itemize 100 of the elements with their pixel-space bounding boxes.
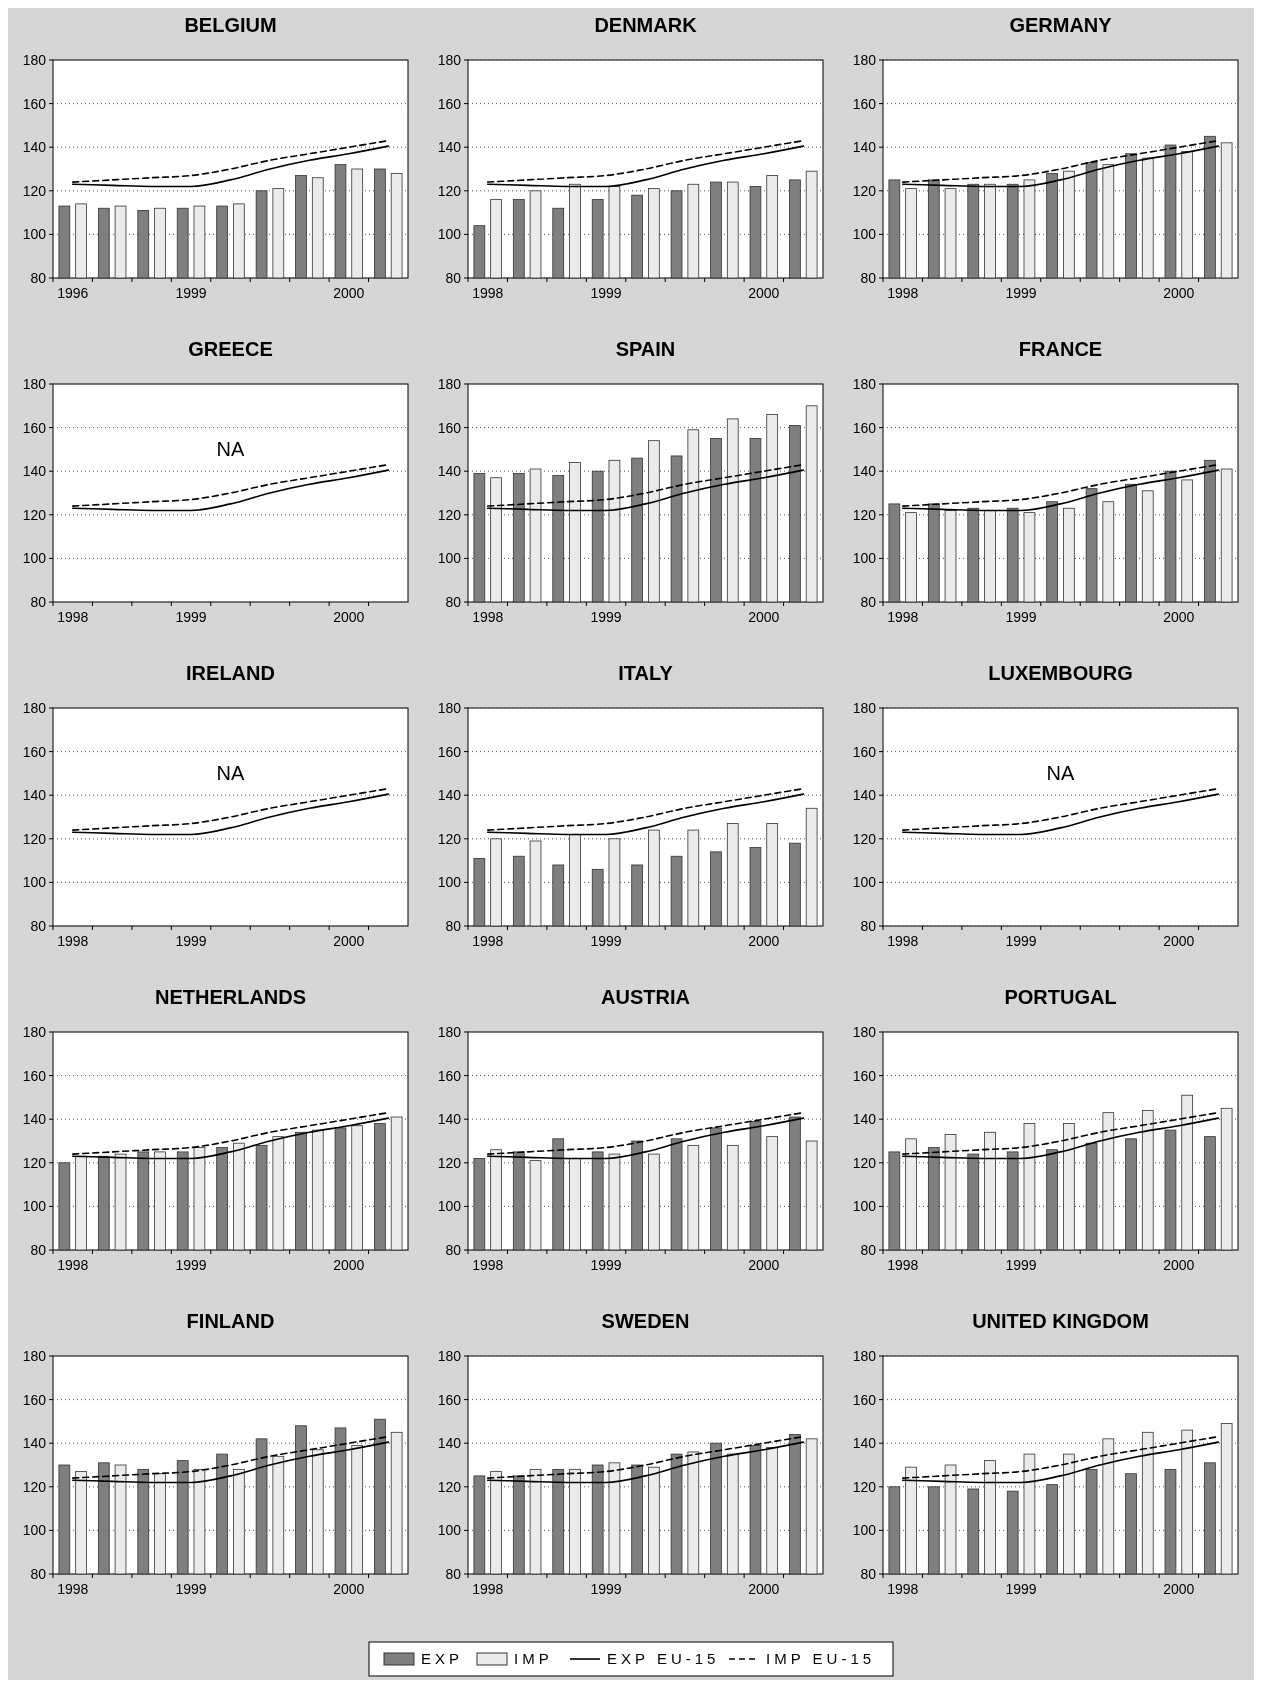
y-tick-label: 140	[22, 139, 47, 156]
y-tick-label: 180	[437, 375, 462, 392]
y-tick-label: 140	[852, 1435, 877, 1452]
y-tick-label: 160	[22, 743, 47, 760]
y-tick-label: 160	[437, 95, 462, 112]
x-tick-label: 1999	[590, 933, 622, 949]
chart-title: IRELAND	[186, 662, 275, 684]
annotation: NA	[216, 438, 246, 460]
chart-title: SWEDEN	[601, 1310, 690, 1332]
x-tick-label: 1999	[175, 1257, 207, 1273]
y-tick-label: 120	[437, 1478, 462, 1495]
y-tick-label: 120	[852, 1478, 877, 1495]
chart-title: DENMARK	[594, 14, 698, 36]
y-tick-label: 160	[852, 1391, 877, 1408]
y-tick-label: 120	[852, 182, 877, 199]
y-tick-label: 120	[22, 506, 47, 523]
y-tick-label: 120	[437, 830, 462, 847]
y-tick-label: 80	[445, 593, 462, 610]
y-tick-label: 80	[30, 1565, 47, 1582]
annotation: NA	[216, 762, 246, 784]
x-tick-label: 1999	[590, 609, 622, 625]
x-tick-label: 1998	[472, 285, 504, 301]
y-tick-label: 80	[860, 917, 877, 934]
y-tick-label: 160	[852, 743, 877, 760]
x-tick-label: 1999	[175, 285, 207, 301]
y-tick-label: 120	[852, 1154, 877, 1171]
x-tick-label: 1999	[175, 1581, 207, 1597]
y-tick-label: 120	[437, 506, 462, 523]
y-tick-label: 80	[30, 269, 47, 286]
x-tick-label: 2000	[333, 1581, 365, 1597]
chart-title: ITALY	[618, 662, 674, 684]
y-tick-label: 140	[852, 787, 877, 804]
y-tick-label: 120	[437, 182, 462, 199]
y-tick-label: 160	[22, 95, 47, 112]
chart-title: SPAIN	[615, 338, 676, 360]
y-tick-label: 120	[22, 830, 47, 847]
x-tick-label: 2000	[333, 285, 365, 301]
chart-title: PORTUGAL	[1004, 986, 1117, 1008]
y-tick-label: 120	[22, 1154, 47, 1171]
x-tick-label: 2000	[333, 933, 365, 949]
y-tick-label: 180	[22, 51, 47, 68]
x-tick-label: 1999	[175, 609, 207, 625]
y-tick-label: 160	[437, 743, 462, 760]
chart-title: BELGIUM	[184, 14, 277, 36]
x-tick-label: 1999	[1005, 609, 1037, 625]
x-tick-label: 1999	[1005, 285, 1037, 301]
y-tick-label: 160	[22, 419, 47, 436]
y-tick-label: 100	[437, 874, 462, 891]
y-tick-label: 160	[437, 1067, 462, 1084]
y-tick-label: 160	[852, 1067, 877, 1084]
x-tick-label: 2000	[748, 1581, 780, 1597]
y-tick-label: 180	[22, 1023, 47, 1040]
y-tick-label: 80	[445, 269, 462, 286]
x-tick-label: 2000	[1163, 933, 1195, 949]
y-tick-label: 100	[22, 226, 47, 243]
y-tick-label: 140	[852, 463, 877, 480]
x-tick-label: 1999	[1005, 933, 1037, 949]
x-tick-label: 1999	[590, 1581, 622, 1597]
x-tick-label: 2000	[333, 609, 365, 625]
chart-title: FINLAND	[186, 1310, 275, 1332]
y-tick-label: 160	[852, 419, 877, 436]
y-tick-label: 100	[852, 226, 877, 243]
x-tick-label: 1998	[472, 1257, 504, 1273]
y-tick-label: 100	[437, 226, 462, 243]
y-tick-label: 100	[852, 874, 877, 891]
y-tick-label: 160	[437, 1391, 462, 1408]
y-tick-label: 80	[445, 1241, 462, 1258]
x-tick-label: 1998	[57, 1581, 89, 1597]
chart-title: GREECE	[188, 338, 273, 360]
x-tick-label: 2000	[748, 1257, 780, 1273]
x-tick-label: 1998	[472, 933, 504, 949]
legend-label: IMP	[514, 1650, 553, 1668]
x-tick-label: 1999	[590, 1257, 622, 1273]
y-tick-label: 100	[852, 1522, 877, 1539]
x-tick-label: 1998	[887, 285, 919, 301]
y-tick-label: 140	[852, 1111, 877, 1128]
y-tick-label: 100	[22, 874, 47, 891]
x-tick-label: 1999	[175, 933, 207, 949]
x-tick-label: 2000	[748, 933, 780, 949]
y-tick-label: 140	[852, 139, 877, 156]
x-tick-label: 1999	[590, 285, 622, 301]
x-tick-label: 1998	[472, 609, 504, 625]
chart-title: UNITED KINGDOM	[972, 1310, 1149, 1332]
chart-title: GERMANY	[1009, 14, 1113, 36]
y-tick-label: 180	[22, 375, 47, 392]
y-tick-label: 80	[860, 269, 877, 286]
y-tick-label: 180	[437, 51, 462, 68]
y-tick-label: 120	[22, 1478, 47, 1495]
x-tick-label: 1998	[887, 933, 919, 949]
y-tick-label: 120	[852, 830, 877, 847]
chart-title: LUXEMBOURG	[988, 662, 1133, 684]
x-tick-label: 1998	[57, 1257, 89, 1273]
annotation: NA	[1046, 762, 1076, 784]
y-tick-label: 100	[437, 1198, 462, 1215]
y-tick-label: 180	[852, 51, 877, 68]
x-tick-label: 2000	[748, 609, 780, 625]
x-tick-label: 2000	[1163, 1257, 1195, 1273]
y-tick-label: 100	[22, 550, 47, 567]
x-tick-label: 1999	[1005, 1257, 1037, 1273]
y-tick-label: 180	[437, 1023, 462, 1040]
